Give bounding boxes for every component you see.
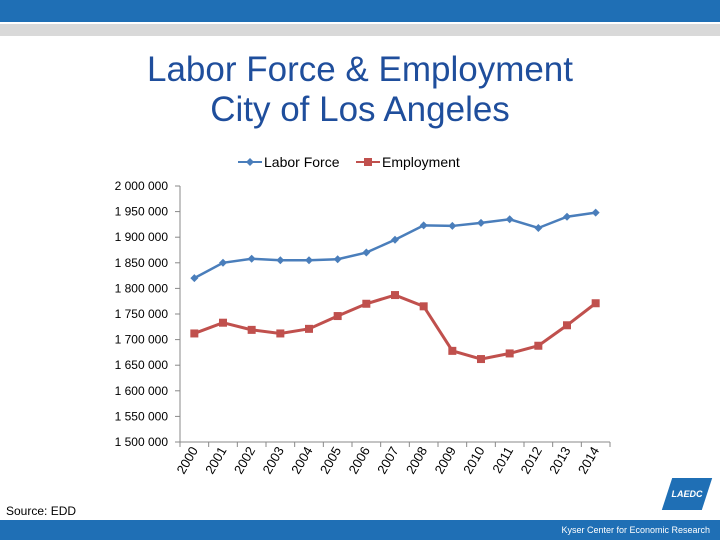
- employment-point: [362, 299, 371, 308]
- header-stripe: [0, 24, 720, 36]
- x-tick-label: 2002: [231, 444, 258, 477]
- employment-point: [505, 349, 514, 358]
- legend-label: Employment: [382, 154, 460, 170]
- labor-force-point: [419, 221, 428, 230]
- chart-title: Labor Force & Employment City of Los Ang…: [60, 50, 660, 130]
- laedc-logo: LAEDC: [661, 478, 713, 510]
- logo-text: LAEDC: [671, 489, 703, 499]
- y-tick-label: 1 700 000: [115, 333, 169, 347]
- title-line-2: City of Los Angeles: [210, 90, 510, 129]
- x-tick-label: 2011: [489, 444, 516, 476]
- x-tick-label: 2005: [317, 444, 344, 477]
- employment-point: [534, 341, 543, 350]
- legend-marker: [364, 158, 372, 166]
- employment-point: [563, 321, 571, 330]
- y-tick-label: 1 850 000: [115, 256, 169, 270]
- labor-force-point: [534, 223, 543, 232]
- y-tick-label: 1 600 000: [115, 384, 169, 398]
- labor-force-point: [276, 256, 285, 265]
- labor-force-point: [477, 218, 485, 227]
- source-note: Source: EDD: [6, 504, 77, 518]
- y-tick-label: 1 950 000: [115, 205, 169, 219]
- employment-point: [591, 299, 600, 308]
- y-tick-label: 1 650 000: [115, 358, 169, 372]
- x-tick-label: 2003: [259, 444, 286, 477]
- series-line-labor-force: [193, 211, 596, 280]
- legend-label: Labor Force: [264, 154, 340, 170]
- employment-point: [448, 346, 457, 355]
- x-tick-label: 2013: [546, 444, 573, 477]
- employment-point: [477, 355, 485, 364]
- x-tick-label: 2007: [374, 444, 401, 477]
- labor-force-point: [190, 274, 199, 283]
- x-tick-label: 2010: [460, 444, 487, 477]
- employment-point: [419, 302, 428, 311]
- labor-force-point: [333, 255, 342, 264]
- x-tick-label: 2006: [345, 444, 372, 477]
- labor-force-point: [563, 212, 571, 221]
- employment-point: [333, 312, 342, 321]
- y-tick-label: 1 750 000: [115, 307, 169, 321]
- x-tick-label: 2009: [431, 444, 458, 477]
- x-tick-label: 2004: [288, 444, 315, 477]
- title-line-1: Labor Force & Employment: [146, 50, 573, 89]
- x-tick-label: 2000: [173, 444, 200, 477]
- x-tick-label: 2008: [403, 444, 430, 477]
- footer-credit: Kyser Center for Economic Research: [561, 525, 710, 535]
- employment-point: [276, 329, 285, 338]
- x-tick-label: 2012: [517, 444, 544, 477]
- footer-bar: [0, 520, 720, 540]
- employment-point: [190, 329, 199, 338]
- labor-force-point: [219, 258, 227, 267]
- x-tick-label: 2001: [202, 444, 229, 477]
- employment-point: [247, 325, 256, 334]
- employment-point: [391, 291, 399, 300]
- legend-marker: [246, 158, 254, 166]
- labor-force-point: [391, 235, 399, 244]
- labor-force-point: [505, 215, 514, 224]
- labor-force-point: [448, 221, 457, 230]
- labor-force-point: [247, 254, 256, 263]
- labor-force-point: [362, 248, 371, 257]
- labor-force-point: [305, 256, 313, 265]
- x-tick-label: 2014: [575, 444, 602, 477]
- labor-force-point: [591, 208, 600, 217]
- y-tick-label: 1 500 000: [115, 435, 169, 449]
- y-tick-label: 1 800 000: [115, 281, 169, 295]
- y-tick-label: 1 900 000: [115, 230, 169, 244]
- header-bar: [0, 0, 720, 22]
- y-tick-label: 1 550 000: [115, 409, 169, 423]
- employment-point: [305, 324, 313, 333]
- employment-point: [219, 318, 227, 327]
- y-tick-label: 2 000 000: [115, 179, 169, 193]
